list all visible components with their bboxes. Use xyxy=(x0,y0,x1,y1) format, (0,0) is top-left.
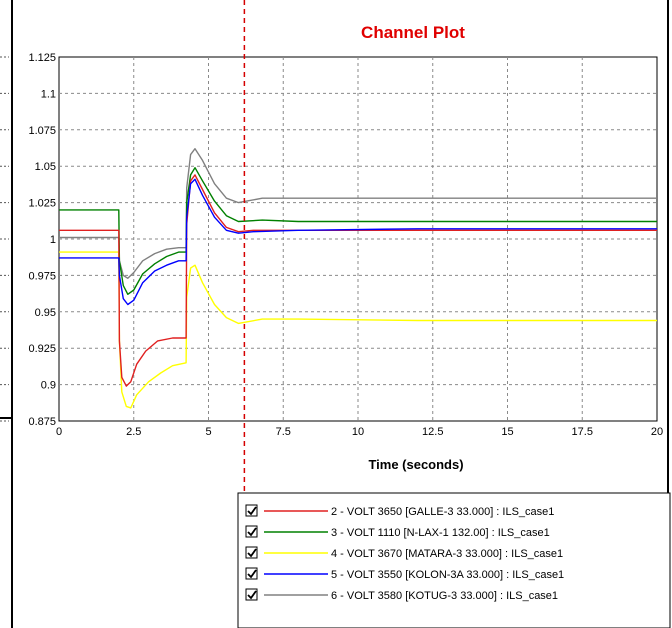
x-tick-label: 2.5 xyxy=(126,426,141,438)
x-tick-label: 7.5 xyxy=(276,426,291,438)
legend-checkbox[interactable] xyxy=(245,504,258,517)
checkmark-icon xyxy=(247,548,257,558)
left-edge-dashes xyxy=(0,56,9,422)
legend-label: 4 - VOLT 3670 [MATARA-3 33.000] : ILS_ca… xyxy=(331,548,563,560)
legend-checkbox[interactable] xyxy=(245,525,258,538)
legend-checkbox[interactable] xyxy=(245,567,258,580)
x-tick-label: 12.5 xyxy=(422,426,443,438)
legend-item[interactable]: 6 - VOLT 3580 [KOTUG-3 33.000] : ILS_cas… xyxy=(245,588,558,602)
x-axis-label: Time (seconds) xyxy=(368,457,463,472)
x-tick-label: 10 xyxy=(352,426,364,438)
legend-item[interactable]: 3 - VOLT 1110 [N-LAX-1 132.00] : ILS_cas… xyxy=(245,525,550,539)
y-tick-labels: 0.875 0.9 0.925 0.95 0.975 1 1.025 1.05 1.075 1.1… xyxy=(28,52,56,428)
y-tick-label: 1 xyxy=(50,234,56,246)
legend-box xyxy=(237,492,671,628)
y-tick-label: 1.1 xyxy=(41,88,56,100)
plot-area: 0.875 0.9 0.925 0.95 0.975 1 1.025 1.05 1.075 1.1… xyxy=(28,52,663,438)
y-tick-label: 1.025 xyxy=(28,198,56,210)
x-tick-labels: 0 2.5 5 7.5 10 12.5 15 17.5 20 xyxy=(56,426,663,438)
checkmark-icon xyxy=(247,569,257,579)
series-line xyxy=(59,174,657,387)
checkmark-icon xyxy=(247,527,257,537)
x-tick-label: 0 xyxy=(56,426,62,438)
legend-label: 5 - VOLT 3550 [KOLON-3A 33.000] : ILS_ca… xyxy=(331,569,564,581)
y-tick-label: 1.075 xyxy=(28,125,56,137)
x-tick-label: 15 xyxy=(501,426,513,438)
chart-title: Channel Plot xyxy=(361,23,465,42)
x-tick-label: 17.5 xyxy=(572,426,593,438)
legend-label: 2 - VOLT 3650 [GALLE-3 33.000] : ILS_cas… xyxy=(331,506,554,518)
series-line xyxy=(59,178,657,306)
y-tick-label: 1.125 xyxy=(28,52,56,64)
legend: 2 - VOLT 3650 [GALLE-3 33.000] : ILS_cas… xyxy=(237,492,671,628)
legend-label: 6 - VOLT 3580 [KOTUG-3 33.000] : ILS_cas… xyxy=(331,590,558,602)
y-tick-label: 0.875 xyxy=(28,416,56,428)
legend-item[interactable]: 2 - VOLT 3650 [GALLE-3 33.000] : ILS_cas… xyxy=(245,504,554,518)
checkmark-icon xyxy=(247,590,257,600)
legend-checkbox[interactable] xyxy=(245,546,258,559)
legend-item[interactable]: 5 - VOLT 3550 [KOLON-3A 33.000] : ILS_ca… xyxy=(245,567,564,581)
x-tick-label: 20 xyxy=(651,426,663,438)
y-tick-label: 1.05 xyxy=(35,161,56,173)
grid-lines xyxy=(59,57,657,421)
legend-label: 3 - VOLT 1110 [N-LAX-1 132.00] : ILS_cas… xyxy=(331,527,550,539)
y-tick-label: 0.975 xyxy=(28,270,56,282)
series-lines xyxy=(59,147,657,409)
legend-checkbox[interactable] xyxy=(245,588,258,601)
legend-item[interactable]: 4 - VOLT 3670 [MATARA-3 33.000] : ILS_ca… xyxy=(245,546,563,560)
y-tick-label: 0.95 xyxy=(35,307,56,319)
y-tick-label: 0.925 xyxy=(28,343,56,355)
x-tick-label: 5 xyxy=(205,426,211,438)
checkmark-icon xyxy=(247,506,257,516)
y-tick-label: 0.9 xyxy=(41,380,56,392)
